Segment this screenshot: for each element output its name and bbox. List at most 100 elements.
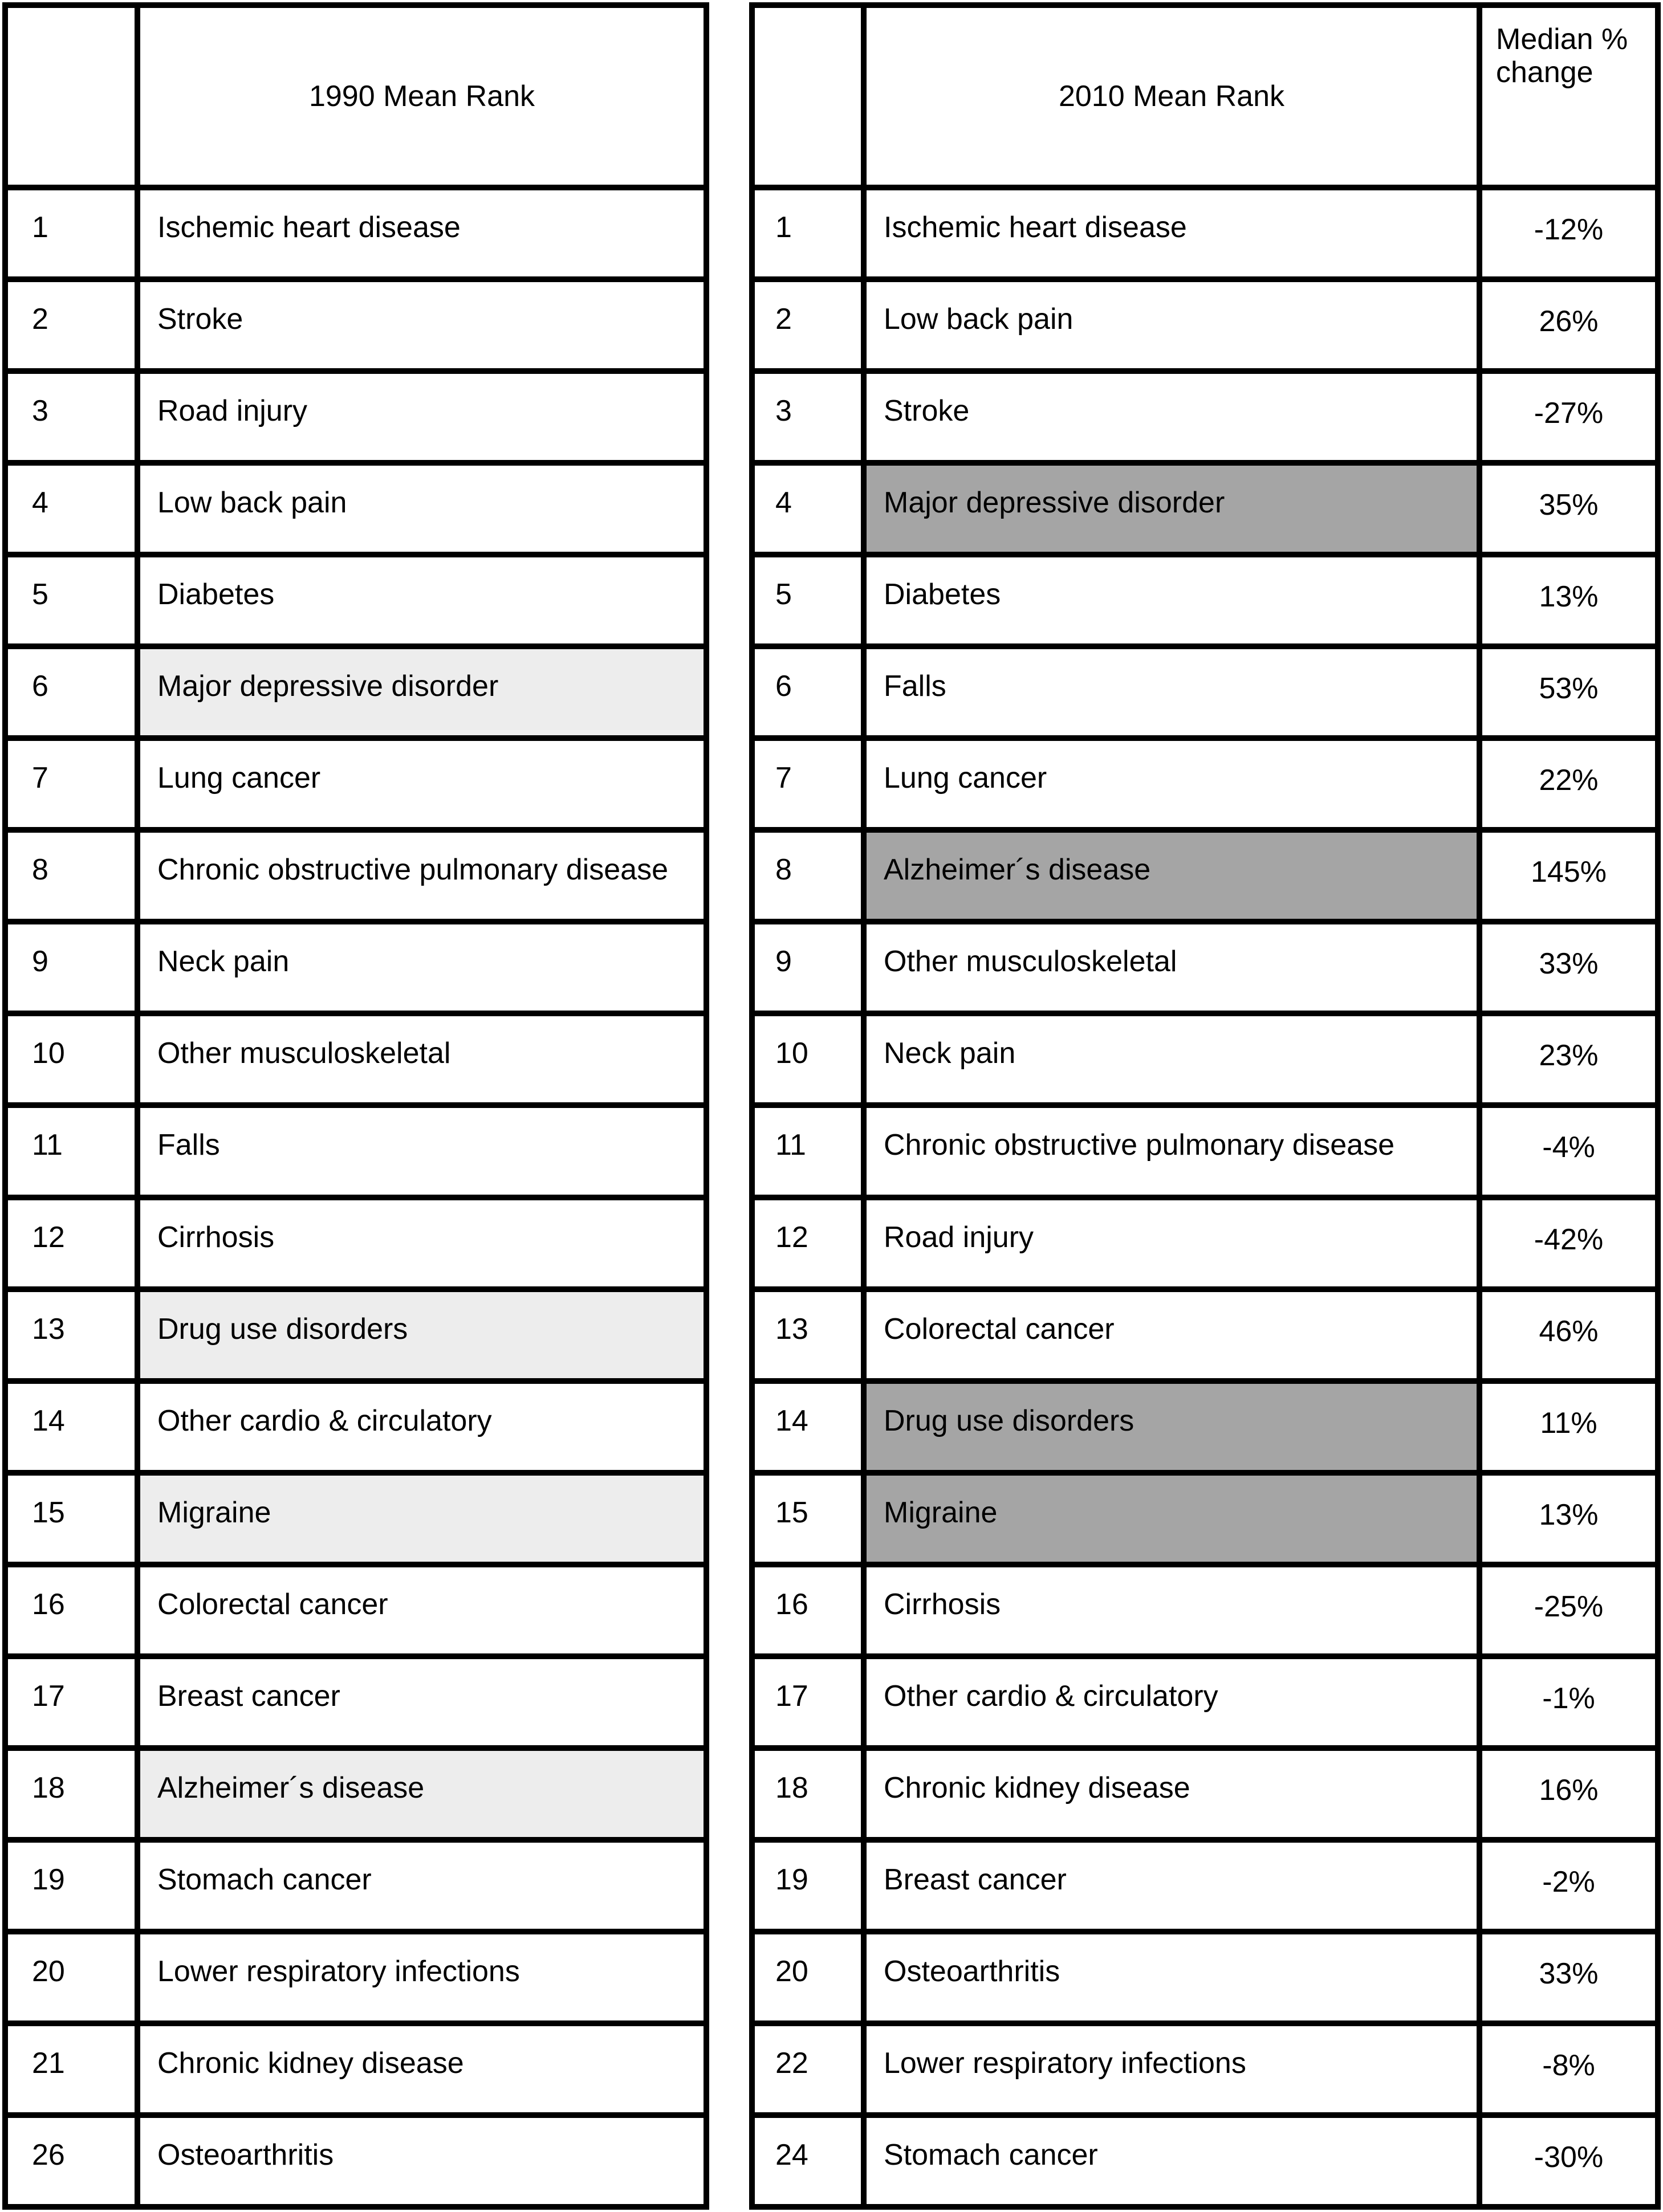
cause-cell: Other cardio & circulatory — [140, 1384, 704, 1470]
cause-label: Neck pain — [157, 945, 290, 979]
cause-cell: Chronic obstructive pulmonary disease — [867, 1108, 1482, 1195]
median-change-value: 53% — [1539, 672, 1599, 706]
cause-label: Other musculoskeletal — [157, 1037, 451, 1070]
rank-value: 6 — [32, 670, 48, 703]
rank-cell: 13 — [8, 1292, 140, 1378]
header-row-2010: 2010 Mean Rank Median % change — [755, 8, 1655, 190]
median-change-cell: 35% — [1482, 466, 1655, 552]
cause-cell: Diabetes — [867, 557, 1482, 644]
cause-cell: Road injury — [867, 1200, 1482, 1286]
cause-label: Lower respiratory infections — [884, 2046, 1246, 2080]
rank-table-1990: 1990 Mean Rank 1 Ischemic heart disease … — [2, 2, 709, 2210]
table-row: 4 Major depressive disorder 35% — [755, 466, 1655, 558]
rank-cell: 17 — [8, 1659, 140, 1745]
rank-cell: 12 — [755, 1200, 867, 1286]
cause-label: Breast cancer — [157, 1679, 340, 1713]
table-row: 10 Neck pain 23% — [755, 1016, 1655, 1109]
rank-cell: 10 — [8, 1016, 140, 1103]
rank-cell: 22 — [755, 2026, 867, 2112]
median-change-value: 46% — [1539, 1314, 1599, 1348]
rank-value: 12 — [32, 1220, 65, 1254]
median-change-value: -42% — [1534, 1223, 1604, 1256]
median-change-value: 23% — [1539, 1039, 1599, 1073]
cause-label: Low back pain — [157, 486, 347, 520]
rank-value: 17 — [32, 1679, 65, 1713]
rank-cell: 4 — [755, 466, 867, 552]
rank-value: 4 — [32, 486, 48, 520]
cause-cell: Colorectal cancer — [867, 1292, 1482, 1378]
table-row: 19 Breast cancer -2% — [755, 1842, 1655, 1934]
rank-value: 9 — [775, 945, 792, 979]
rank-cell: 11 — [755, 1108, 867, 1195]
rank-value: 4 — [775, 486, 792, 520]
table-row: 20 Lower respiratory infections — [8, 1934, 704, 2026]
table-row: 3 Stroke -27% — [755, 374, 1655, 466]
median-change-header-label: Median % change — [1496, 23, 1628, 89]
cause-cell: Lower respiratory infections — [867, 2026, 1482, 2112]
cause-cell: Stroke — [867, 374, 1482, 461]
cause-cell: Osteoarthritis — [140, 2118, 704, 2204]
rank-value: 13 — [775, 1312, 808, 1346]
rank-value: 6 — [775, 670, 792, 703]
median-change-header: Median % change — [1482, 8, 1655, 185]
rank-cell: 8 — [8, 833, 140, 919]
cause-cell: Major depressive disorder — [140, 649, 704, 736]
cause-cell: Migraine — [140, 1475, 704, 1562]
rank-value: 9 — [32, 945, 48, 979]
cause-cell: Osteoarthritis — [867, 1934, 1482, 2020]
rank-cell: 16 — [8, 1567, 140, 1653]
rank-cell: 7 — [755, 741, 867, 828]
cause-label: Other cardio & circulatory — [157, 1404, 492, 1437]
table-row: 19 Stomach cancer — [8, 1842, 704, 1934]
cause-label: Falls — [884, 670, 946, 703]
rank-value: 14 — [32, 1404, 65, 1437]
rank-value: 19 — [32, 1863, 65, 1896]
rank-cell: 13 — [755, 1292, 867, 1378]
cause-cell: Drug use disorders — [140, 1292, 704, 1378]
header-row-1990: 1990 Mean Rank — [8, 8, 704, 190]
cause-label: Other musculoskeletal — [884, 945, 1177, 979]
cause-cell: Neck pain — [140, 924, 704, 1011]
rank-value: 5 — [775, 578, 792, 612]
rank-value: 2 — [32, 303, 48, 336]
table-title-2010-label: 2010 Mean Rank — [1058, 79, 1285, 113]
table-row: 4 Low back pain — [8, 466, 704, 558]
cause-cell: Chronic kidney disease — [867, 1750, 1482, 1837]
table-row: 15 Migraine — [8, 1475, 704, 1567]
rank-value: 20 — [32, 1954, 65, 1988]
rank-value: 18 — [775, 1771, 808, 1804]
rank-cell: 26 — [8, 2117, 140, 2205]
table-row: 6 Major depressive disorder — [8, 649, 704, 742]
table-row: 26 Osteoarthritis — [8, 2117, 704, 2205]
median-change-value: 145% — [1531, 856, 1607, 889]
cause-cell: Ischemic heart disease — [867, 190, 1482, 277]
table-row: 1 Ischemic heart disease -12% — [755, 190, 1655, 283]
table-row: 8 Chronic obstructive pulmonary disease — [8, 833, 704, 925]
median-change-cell: -42% — [1482, 1200, 1655, 1286]
table-row: 2 Stroke — [8, 282, 704, 374]
cause-cell: Migraine — [867, 1475, 1482, 1562]
rank-cell: 3 — [8, 374, 140, 461]
cause-cell: Chronic kidney disease — [140, 2026, 704, 2112]
rank-value: 17 — [775, 1679, 808, 1713]
rank-value: 11 — [775, 1129, 806, 1162]
rank-cell: 19 — [755, 1842, 867, 1929]
median-change-value: -25% — [1534, 1590, 1604, 1623]
cause-cell: Colorectal cancer — [140, 1567, 704, 1653]
rank-value: 8 — [775, 853, 792, 887]
rank-cell: 9 — [755, 924, 867, 1011]
rank-cell: 4 — [8, 466, 140, 552]
cause-cell: Other cardio & circulatory — [867, 1659, 1482, 1745]
rank-value: 26 — [32, 2138, 65, 2172]
cause-label: Road injury — [884, 1220, 1034, 1254]
cause-label: Diabetes — [157, 578, 275, 612]
median-change-value: -27% — [1534, 397, 1604, 430]
rank-value: 11 — [32, 1129, 63, 1162]
rank-cell: 8 — [755, 833, 867, 919]
table-row: 5 Diabetes 13% — [755, 557, 1655, 650]
rank-cell: 24 — [755, 2117, 867, 2205]
rank-cell: 15 — [8, 1475, 140, 1562]
cause-cell: Falls — [140, 1108, 704, 1194]
median-change-cell: -2% — [1482, 1843, 1655, 1929]
cause-label: Drug use disorders — [157, 1312, 408, 1346]
